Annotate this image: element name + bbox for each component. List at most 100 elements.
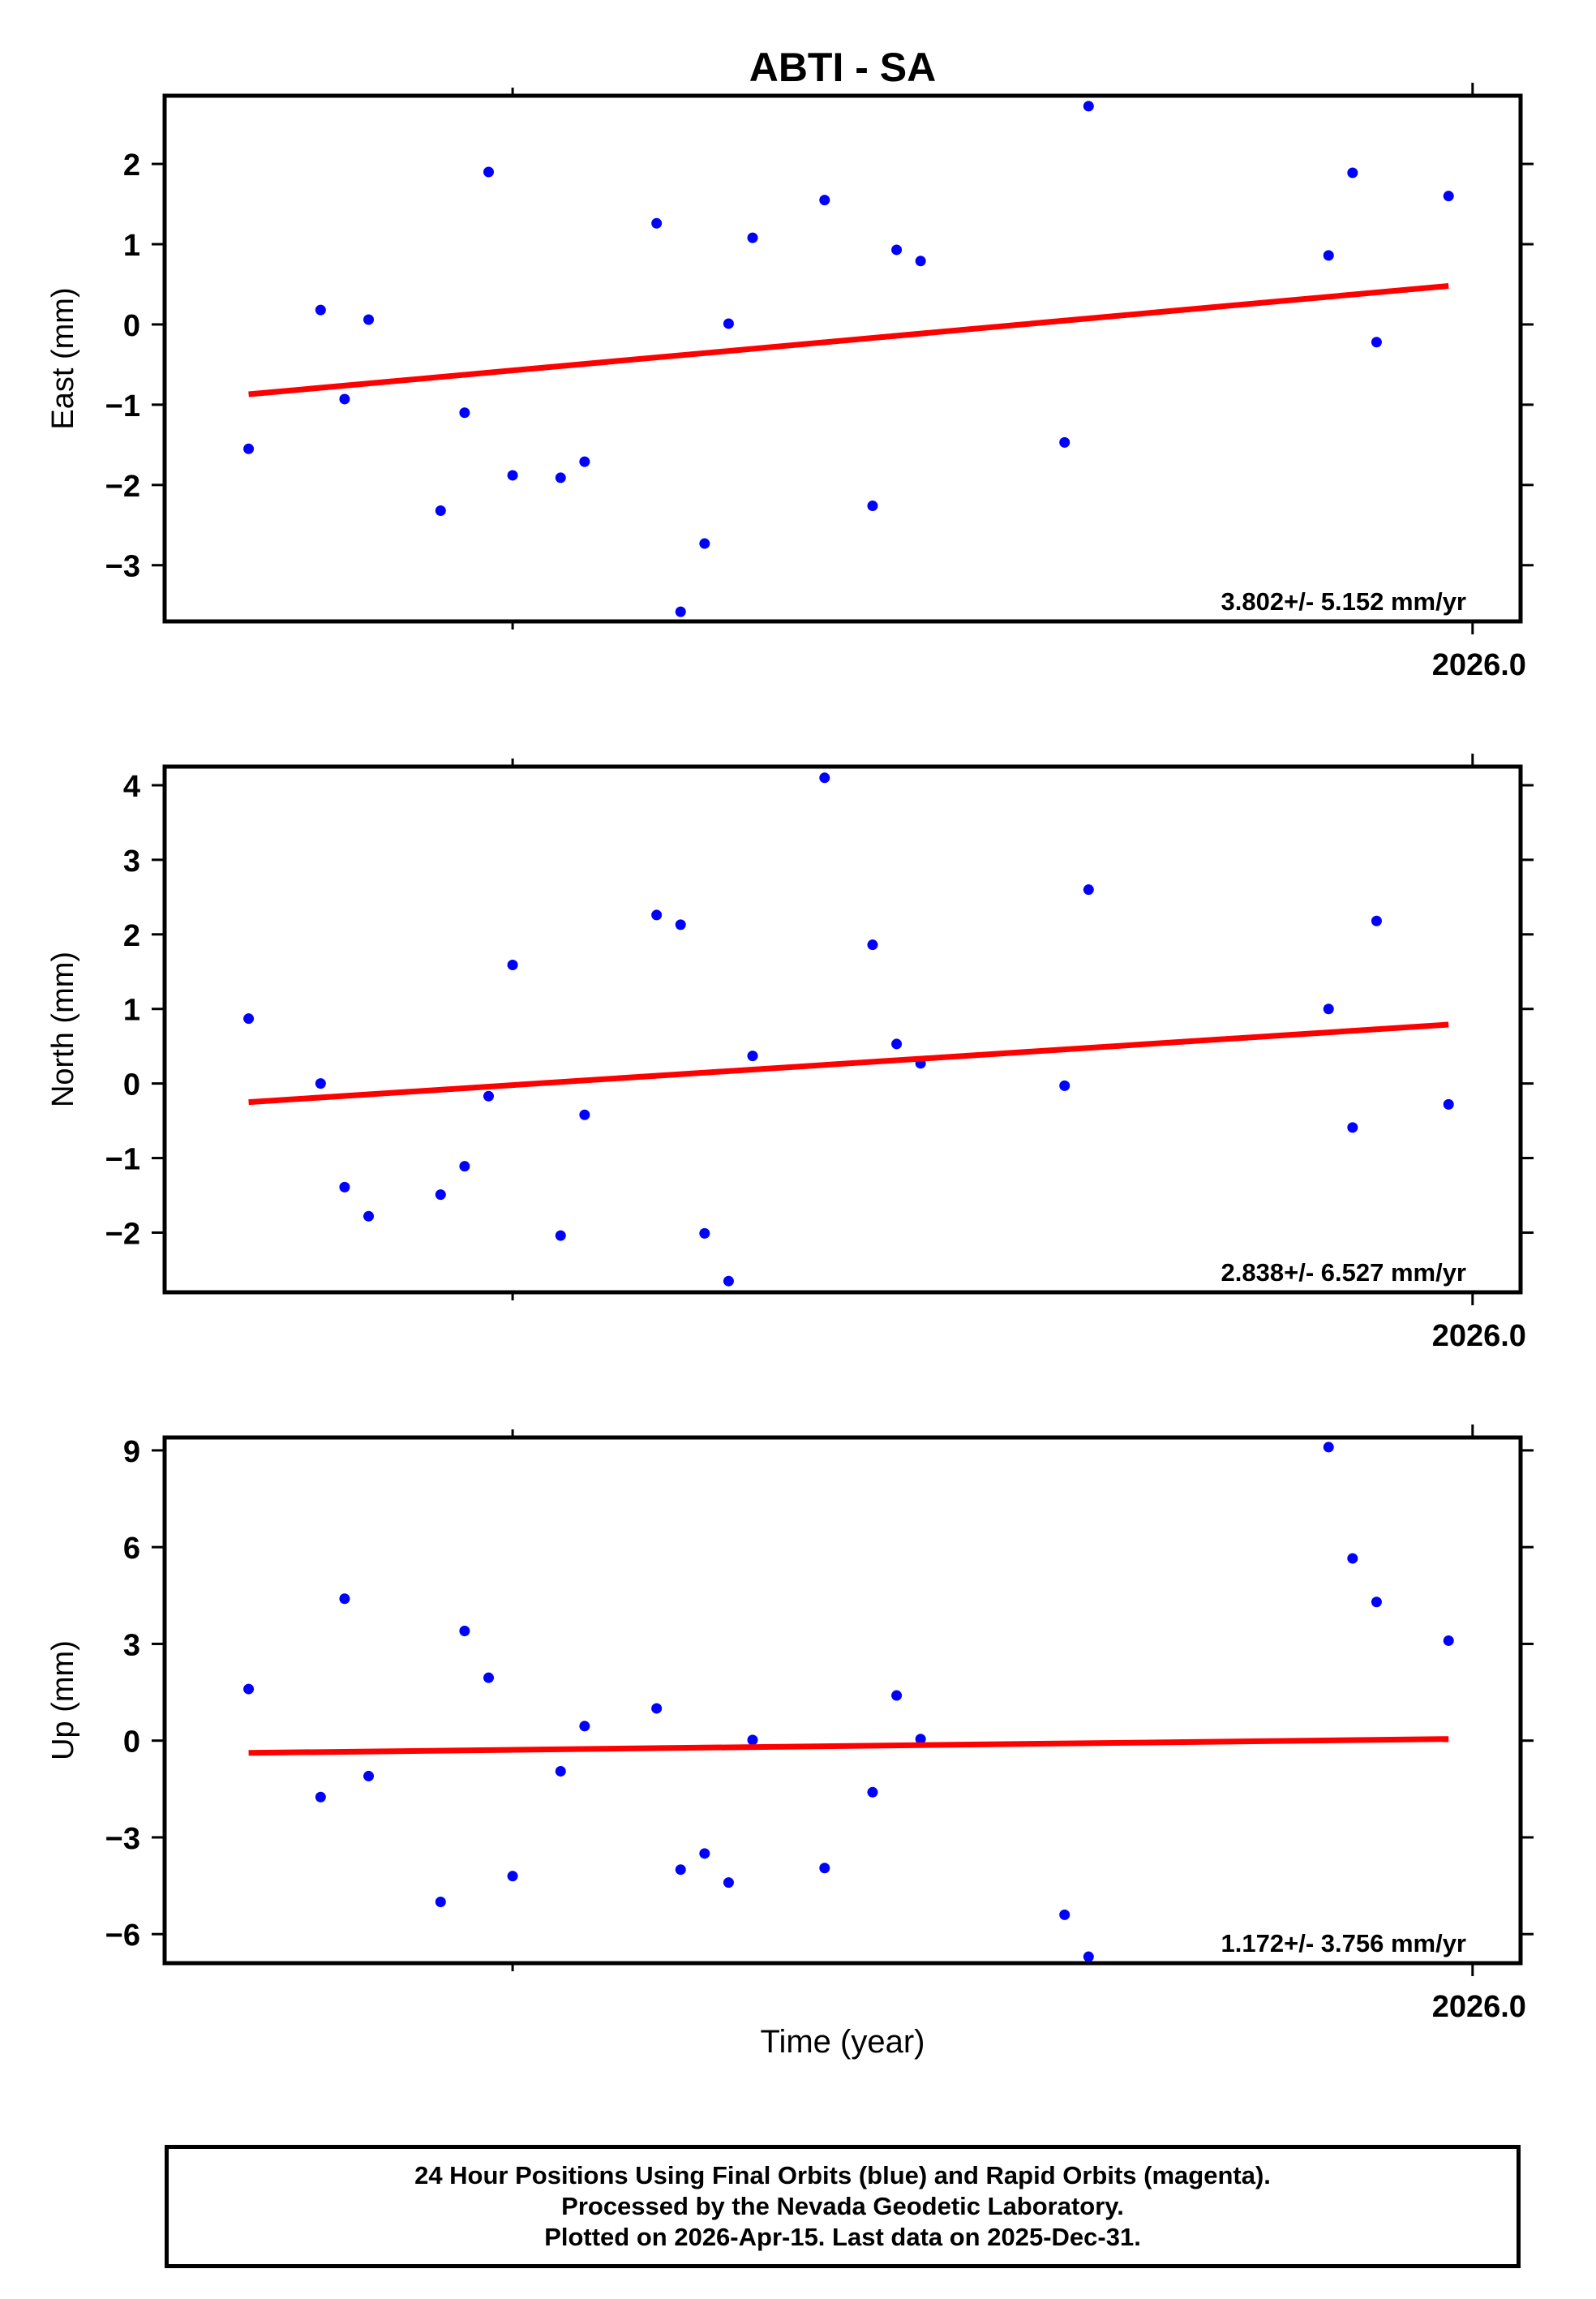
east-data-point <box>1347 167 1358 178</box>
east-plot-frame <box>162 93 1523 624</box>
up-y-axis-label: Up (mm) <box>46 1640 80 1760</box>
north-trend-line <box>248 1021 1449 1106</box>
east-y-axis-label: East (mm) <box>46 287 80 429</box>
up-data-point <box>363 1770 375 1781</box>
east-rate-label: 3.802+/- 5.152 mm/yr <box>1221 587 1466 616</box>
north-data-point <box>867 939 878 951</box>
north-data-point <box>363 1210 375 1222</box>
up-data-point <box>747 1734 758 1746</box>
east-y-tick-label: −1 <box>105 389 140 423</box>
north-data-point <box>483 1090 495 1102</box>
east-data-point <box>723 318 734 329</box>
up-x-tick-label: 2026.0 <box>1432 1990 1526 2024</box>
up-data-point <box>243 1683 255 1695</box>
north-y-tick-label: 1 <box>123 994 140 1028</box>
north-data-point <box>891 1038 903 1050</box>
east-y-tick-label: 0 <box>123 309 140 343</box>
footer-box: 24 Hour Positions Using Final Orbits (bl… <box>165 2145 1521 2268</box>
up-data-point <box>483 1672 495 1683</box>
north-data-point <box>1059 1080 1070 1091</box>
footer-line-2: Processed by the Nevada Geodetic Laborat… <box>561 2192 1124 2220</box>
north-data-point <box>699 1227 710 1239</box>
up-trend-line <box>248 1736 1449 1756</box>
up-data-point <box>459 1626 470 1637</box>
up-data-point <box>315 1791 326 1803</box>
north-y-tick-label: 0 <box>123 1068 140 1102</box>
up-data-point <box>891 1690 903 1701</box>
east-data-point <box>435 505 446 516</box>
up-data-point <box>1371 1596 1382 1608</box>
east-y-tick-label: 1 <box>123 229 140 263</box>
east-panel: 2 1 0 −1 −2 −3 2026.0 East (mm) 3.802+/- 5.152 m… <box>46 83 1534 682</box>
north-data-point <box>507 959 518 970</box>
east-y-tick-label: 2 <box>123 148 140 183</box>
east-data-point <box>339 393 350 405</box>
up-data-point <box>651 1703 663 1714</box>
east-data-point <box>1323 250 1334 261</box>
east-data-point <box>363 314 375 325</box>
north-data-point <box>315 1078 326 1089</box>
north-data-point <box>675 919 686 930</box>
north-y-tick-label: −2 <box>105 1217 140 1251</box>
up-data-point <box>1443 1635 1454 1646</box>
north-data-point <box>579 1109 590 1120</box>
up-y-tick-label: 9 <box>123 1435 140 1469</box>
up-data-point <box>723 1877 734 1889</box>
east-data-point <box>459 407 470 419</box>
up-data-point <box>1347 1553 1358 1564</box>
up-rate-label: 1.172+/- 3.756 mm/yr <box>1221 1929 1466 1957</box>
north-y-axis-label: North (mm) <box>46 952 80 1107</box>
up-data-point <box>507 1871 518 1882</box>
up-data-point <box>867 1786 878 1798</box>
north-y-tick-label: 2 <box>123 919 140 953</box>
footer-line-3: Plotted on 2026-Apr-15. Last data on 202… <box>544 2223 1141 2251</box>
up-data-point <box>339 1593 350 1605</box>
north-plot-frame <box>162 764 1523 1295</box>
north-data-point <box>1323 1003 1334 1015</box>
east-data-point <box>1083 101 1094 112</box>
east-y-tick-label: −2 <box>105 470 140 504</box>
up-data-point <box>699 1848 710 1859</box>
up-y-tick-label: 6 <box>123 1532 140 1566</box>
east-data-point <box>651 217 663 229</box>
east-data-point <box>915 256 926 267</box>
up-data-point <box>1059 1909 1070 1920</box>
east-trend-line <box>248 282 1449 397</box>
up-y-tick-label: −6 <box>105 1919 140 1953</box>
east-data-point <box>507 470 518 481</box>
east-data-point <box>819 195 830 206</box>
east-x-tick-label: 2026.0 <box>1432 648 1526 682</box>
east-data-point <box>483 166 495 178</box>
up-panel: 9 6 3 0 −3 −6 2026.0 Up (mm) 1.172+/- 3.756 mm/y… <box>46 1425 1534 2024</box>
north-data-point <box>651 909 663 921</box>
north-y-tick-label: 4 <box>123 770 140 804</box>
east-data-point <box>555 472 566 483</box>
up-data-point <box>579 1721 590 1732</box>
north-x-tick-label: 2026.0 <box>1432 1319 1526 1353</box>
east-data-point <box>891 244 903 256</box>
east-data-point <box>1059 436 1070 448</box>
north-data-point <box>1443 1098 1454 1110</box>
east-data-point <box>315 304 326 316</box>
east-data-point <box>699 538 710 549</box>
east-data-point <box>243 443 255 454</box>
north-data-point <box>1083 884 1094 896</box>
up-data-point <box>915 1734 926 1745</box>
north-data-point <box>555 1230 566 1241</box>
east-data-point <box>747 232 758 243</box>
north-panel: 4 3 2 1 0 −1 −2 2026.0 North (mm) 2.838+/- 6.527 … <box>46 754 1534 1353</box>
up-y-tick-label: −3 <box>105 1822 140 1856</box>
east-data-point <box>675 606 686 617</box>
footer-line-1: 24 Hour Positions Using Final Orbits (bl… <box>414 2161 1271 2189</box>
up-plot-frame <box>162 1435 1523 1966</box>
chart-title: ABTI - SA <box>749 45 937 90</box>
north-data-point <box>747 1051 758 1062</box>
east-data-point <box>1371 337 1382 348</box>
up-data-point <box>1323 1442 1334 1453</box>
north-data-point <box>723 1275 734 1287</box>
north-data-point <box>819 772 830 784</box>
up-data-point <box>1083 1951 1094 1962</box>
up-y-tick-label: 0 <box>123 1725 140 1760</box>
north-data-point <box>1347 1122 1358 1133</box>
